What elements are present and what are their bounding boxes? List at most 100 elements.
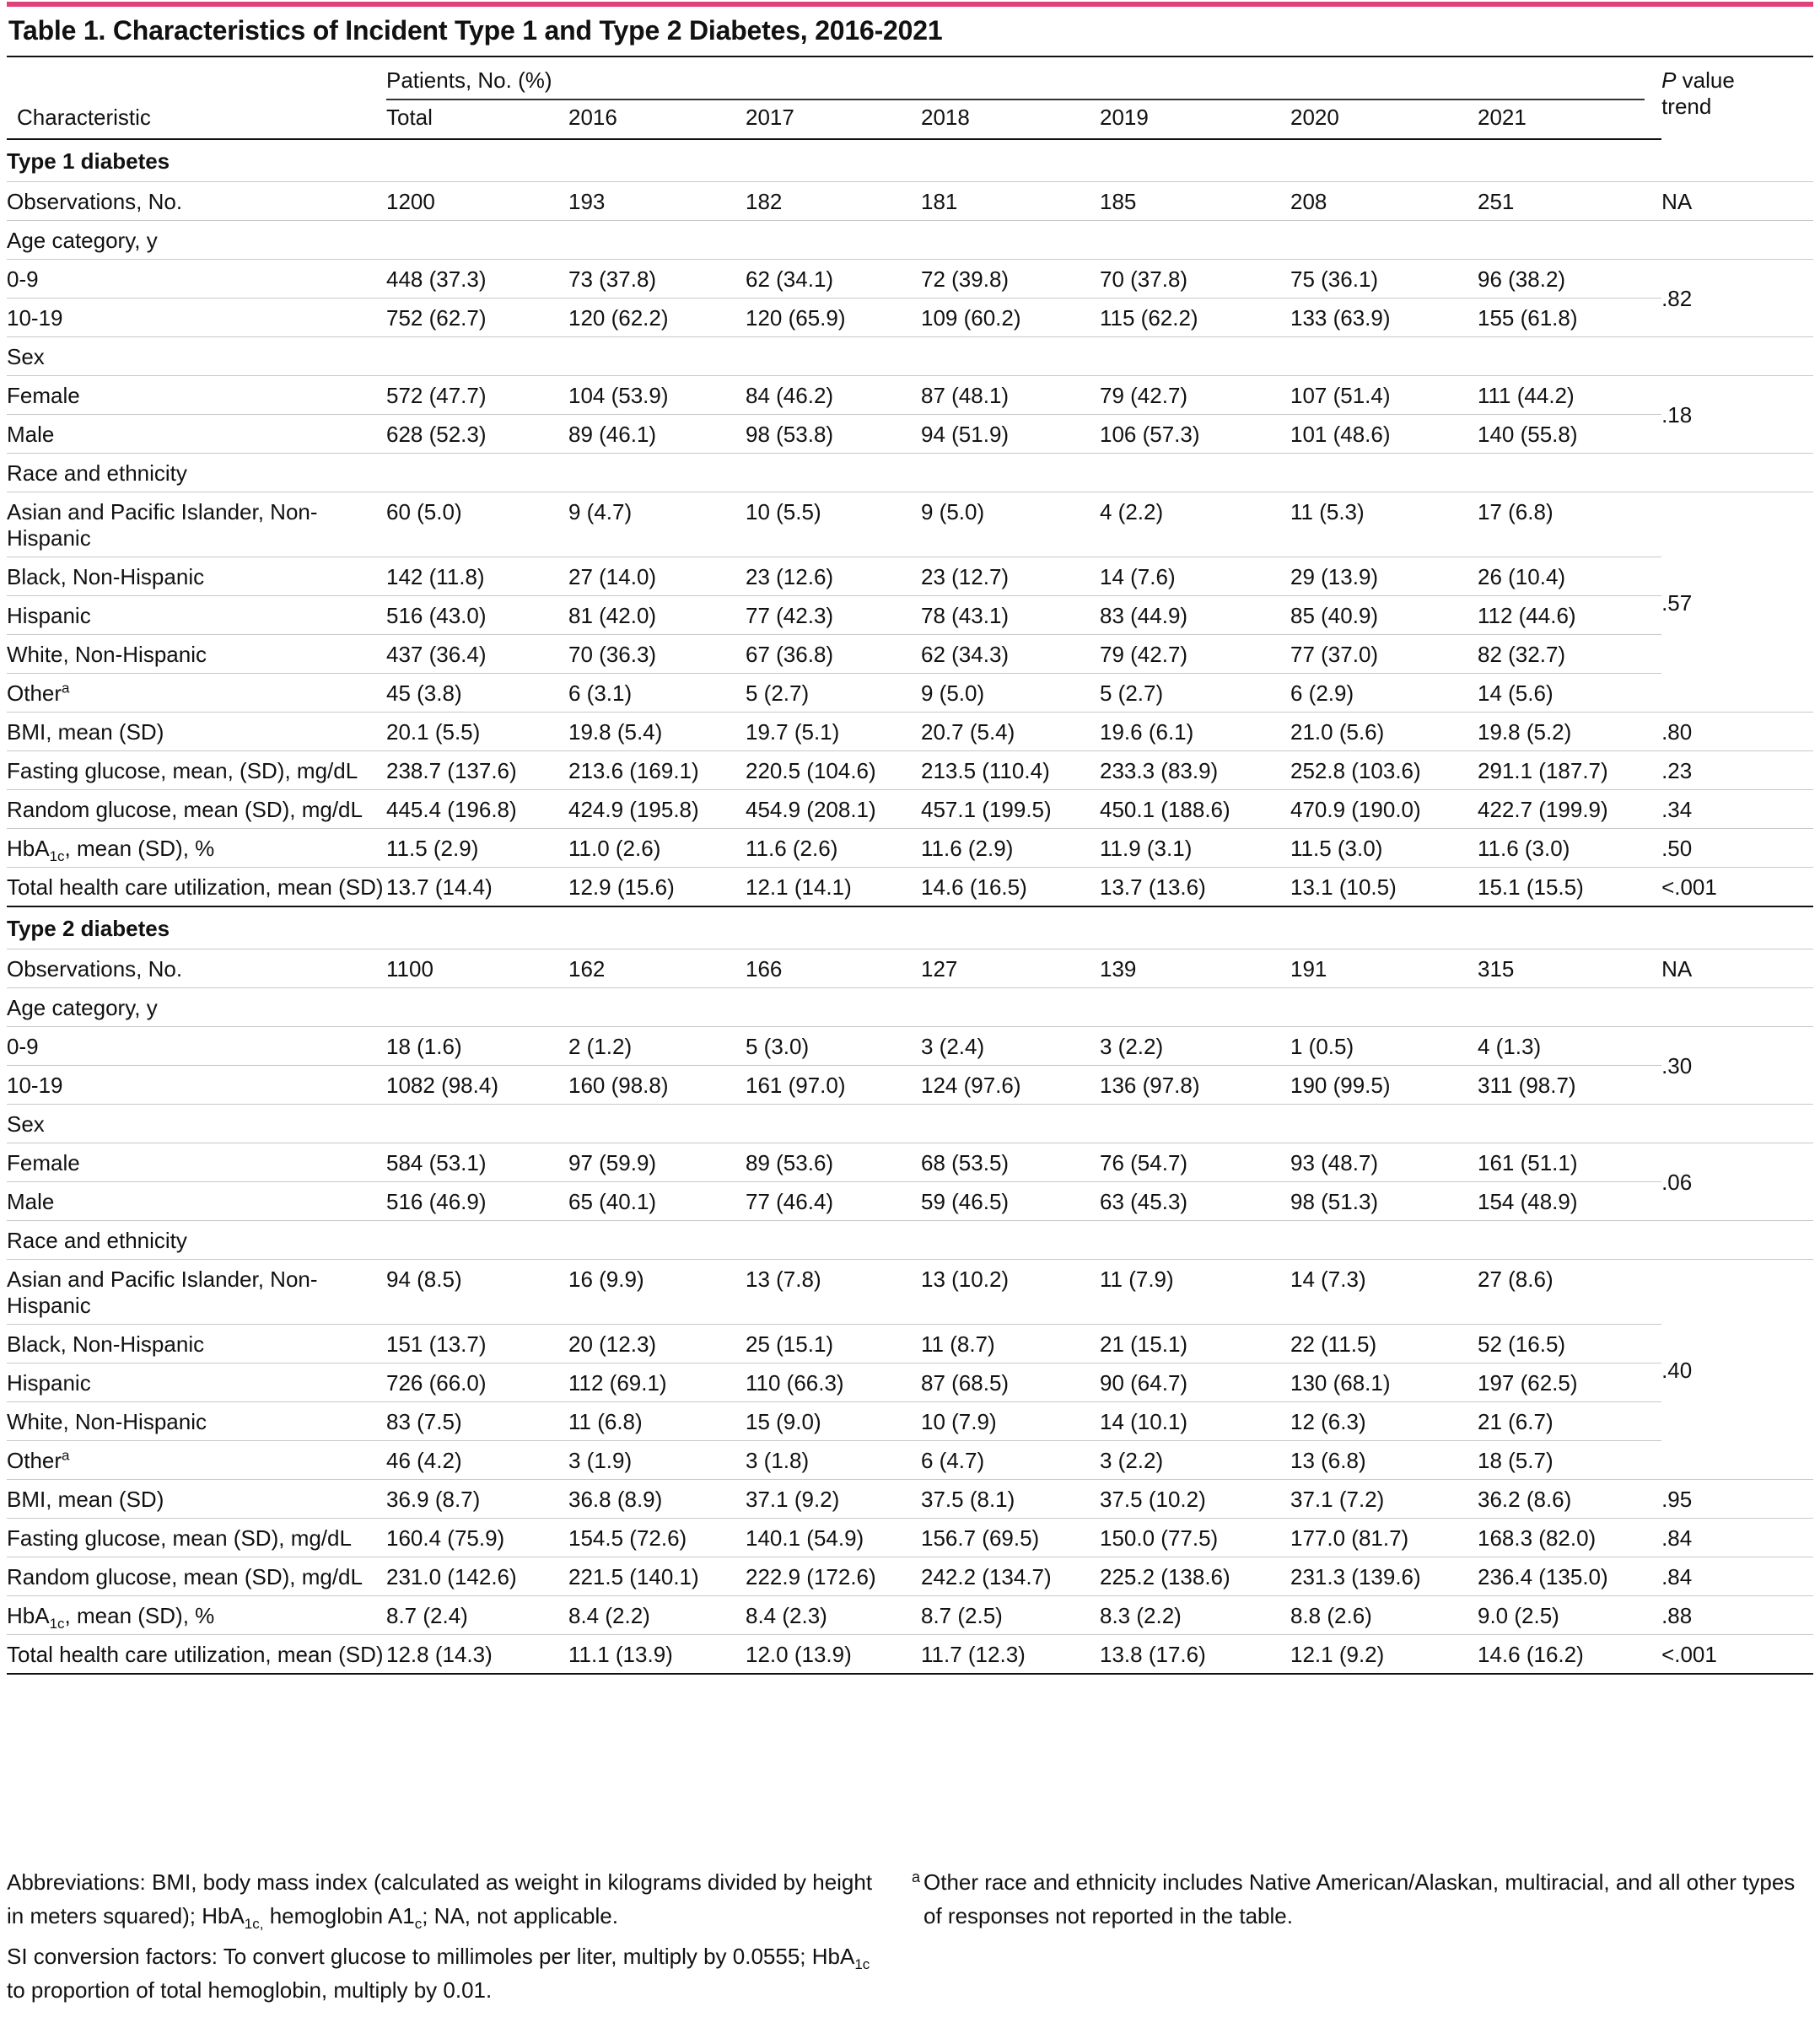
p-value: .88	[1661, 1595, 1814, 1635]
table-cell: 13.8 (17.6)	[1100, 1634, 1290, 1675]
table-cell: 9 (5.0)	[921, 673, 1100, 713]
row-label: Male	[7, 1181, 386, 1221]
row-label: Female	[7, 1143, 386, 1182]
table-cell: 14 (7.6)	[1100, 557, 1290, 596]
table-row: Fasting glucose, mean, (SD), mg/dL 238.7 …	[7, 750, 1814, 790]
table-cell: 752 (62.7)	[386, 298, 568, 337]
table-cell: 12.0 (13.9)	[746, 1634, 921, 1675]
row-label: BMI, mean (SD)	[7, 712, 386, 751]
patients-header: Patients, No. (%)	[386, 67, 1661, 105]
row-label: 10-19	[7, 298, 386, 337]
group-label: Age category, y	[7, 987, 1814, 1027]
table-cell: 89 (46.1)	[568, 414, 746, 454]
table-cell: 17 (6.8)	[1478, 492, 1662, 557]
table-cell: 14 (7.3)	[1290, 1259, 1478, 1325]
group-heading-row: Age category, y	[7, 987, 1814, 1027]
table-row: Black, Non-Hispanic 142 (11.8) 27 (14.0) 23…	[7, 557, 1813, 596]
table-cell: 11 (5.3)	[1290, 492, 1478, 557]
table-cell: 82 (32.7)	[1478, 634, 1662, 674]
table-cell: 422.7 (199.9)	[1478, 789, 1662, 829]
abbreviations-text: Abbreviations: BMI, body mass index (cal…	[7, 1869, 873, 1933]
table-cell: 11.0 (2.6)	[568, 828, 746, 868]
table-cell: 450.1 (188.6)	[1100, 789, 1290, 829]
table-cell: 142 (11.8)	[386, 557, 568, 596]
table-row: BMI, mean (SD) 36.9 (8.7) 36.8 (8.9) 37.1 (…	[7, 1479, 1814, 1519]
col-header: 2021	[1478, 105, 1662, 140]
section-heading-row: Type 1 diabetes	[7, 139, 1813, 182]
table-cell: 133 (63.9)	[1290, 298, 1478, 337]
table-cell: 75 (36.1)	[1290, 259, 1478, 299]
table-row: Black, Non-Hispanic 151 (13.7) 20 (12.3) 25…	[7, 1324, 1813, 1363]
table-cell: 2 (1.2)	[568, 1026, 746, 1066]
table-cell: 14 (5.6)	[1478, 673, 1662, 713]
table-cell: 12.8 (14.3)	[386, 1634, 568, 1675]
table-cell: 454.9 (208.1)	[746, 789, 921, 829]
table-cell: 11.6 (2.9)	[921, 828, 1100, 868]
table-row: Observations, No. 1200 193 182 181 185 208 251 N…	[7, 181, 1814, 221]
table-cell: 231.0 (142.6)	[386, 1557, 568, 1596]
table-cell: 13.7 (13.6)	[1100, 867, 1290, 906]
table-row: 0-9 448 (37.3) 73 (37.8) 62 (34.1) 72 (39.8)…	[7, 259, 1814, 337]
table-cell: 12 (6.3)	[1290, 1401, 1478, 1441]
table-cell: 70 (37.8)	[1100, 259, 1290, 299]
si-conversion-text: SI conversion factors: To convert glucos…	[7, 1944, 870, 2003]
table-cell: 87 (68.5)	[921, 1363, 1100, 1402]
table-body: Type 1 diabetes Observations, No. 1200 193 1…	[7, 139, 1814, 1675]
table-row: White, Non-Hispanic 437 (36.4) 70 (36.3) 67…	[7, 634, 1813, 674]
table-cell: 15.1 (15.5)	[1478, 867, 1662, 906]
table-cell: 311 (98.7)	[1478, 1065, 1662, 1105]
table-cell: 11 (7.9)	[1100, 1259, 1290, 1325]
table-cell: 150.0 (77.5)	[1100, 1518, 1290, 1557]
row-label: Fasting glucose, mean (SD), mg/dL	[7, 1518, 386, 1557]
table-cell: 120 (65.9)	[746, 298, 921, 337]
table-cell: 62 (34.3)	[921, 634, 1100, 674]
table-cell: 161 (97.0)	[746, 1065, 921, 1105]
table-cell: 222.9 (172.6)	[746, 1557, 921, 1596]
table-row: Male 516 (46.9) 65 (40.1) 77 (46.4) 59 (46.5…	[7, 1181, 1813, 1221]
table-cell: 37.1 (9.2)	[746, 1479, 921, 1519]
footnote-mark: a	[912, 1869, 921, 1885]
col-header: 2018	[921, 105, 1100, 140]
table-cell: 94 (51.9)	[921, 414, 1100, 454]
group-label: Sex	[7, 336, 1814, 376]
table-cell: 37.5 (8.1)	[921, 1479, 1100, 1519]
table-cell: 726 (66.0)	[386, 1363, 568, 1402]
group-heading-row: Race and ethnicity	[7, 1220, 1814, 1260]
table-cell: 3 (2.4)	[921, 1026, 1100, 1066]
row-label: Random glucose, mean (SD), mg/dL	[7, 789, 386, 829]
table-cell: 160.4 (75.9)	[386, 1518, 568, 1557]
table-cell: 136 (97.8)	[1100, 1065, 1290, 1105]
table-cell: 36.2 (8.6)	[1478, 1479, 1662, 1519]
row-label: Total health care utilization, mean (SD)	[7, 1634, 386, 1675]
table-cell: 83 (44.9)	[1100, 595, 1290, 635]
row-label: 0-9	[7, 1026, 386, 1066]
table-cell: 26 (10.4)	[1478, 557, 1662, 596]
table-cell: 21 (6.7)	[1478, 1401, 1662, 1441]
table-cell: 21 (15.1)	[1100, 1324, 1290, 1363]
table-row: Total health care utilization, mean (SD)…	[7, 867, 1814, 906]
table-cell: 424.9 (195.8)	[568, 789, 746, 829]
row-label: Black, Non-Hispanic	[7, 1324, 386, 1363]
table-cell: 62 (34.1)	[746, 259, 921, 299]
table-cell: 19.7 (5.1)	[746, 712, 921, 751]
table-cell: 6 (4.7)	[921, 1440, 1100, 1480]
table-cell: 20.1 (5.5)	[386, 712, 568, 751]
p-value: <.001	[1661, 867, 1814, 906]
row-label: White, Non-Hispanic	[7, 1401, 386, 1441]
table-cell: 5 (2.7)	[746, 673, 921, 713]
table-cell: 584 (53.1)	[386, 1143, 568, 1182]
table-cell: 14 (10.1)	[1100, 1401, 1290, 1441]
table-row: Random glucose, mean (SD), mg/dL 231.0 (1…	[7, 1557, 1814, 1596]
table-cell: 89 (53.6)	[746, 1143, 921, 1182]
row-label: Female	[7, 375, 386, 415]
table-cell: 8.4 (2.3)	[746, 1595, 921, 1635]
table-cell: 52 (16.5)	[1478, 1324, 1662, 1363]
p-value: .84	[1661, 1518, 1814, 1557]
table-cell: 25 (15.1)	[746, 1324, 921, 1363]
table-cell: 233.3 (83.9)	[1100, 750, 1290, 790]
col-header: 2016	[568, 105, 746, 140]
table-cell: 3 (1.8)	[746, 1440, 921, 1480]
title-rule	[7, 56, 1813, 57]
table-cell: 181	[921, 181, 1100, 221]
row-label: Hispanic	[7, 595, 386, 635]
